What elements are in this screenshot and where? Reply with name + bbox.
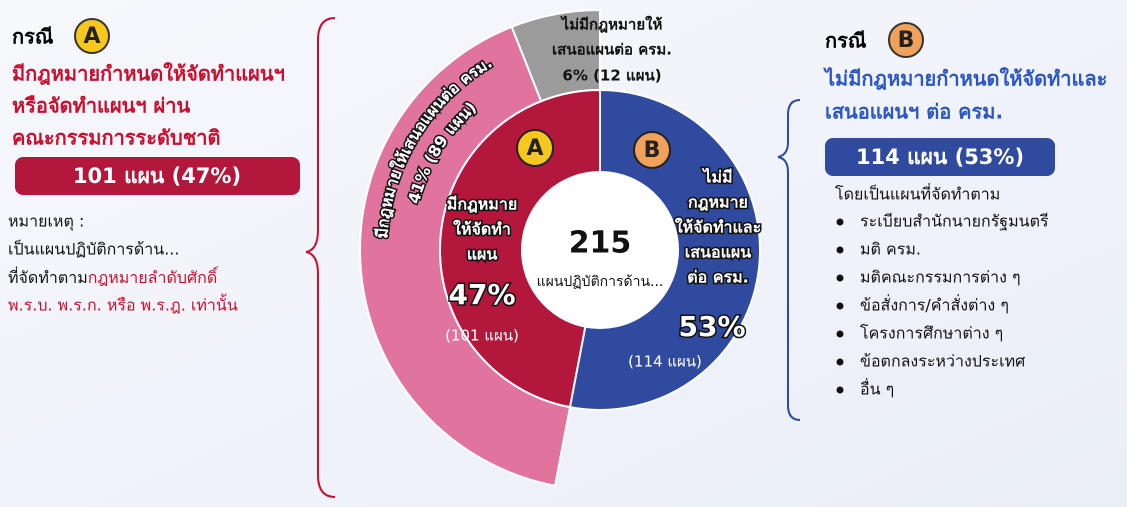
segment-label: ให้จัดทำ (453, 220, 511, 239)
segment-label: กฎหมาย (688, 193, 748, 212)
case-letter: A (83, 24, 100, 49)
segment-label: ไม่มีกฎหมายให้ (560, 15, 663, 34)
list-item: โครงการศึกษาต่าง ๆ (860, 324, 1003, 343)
case-description: ไม่มีกฎหมายกำหนดให้จัดทำและ (823, 67, 1107, 91)
bullet (836, 386, 844, 394)
segment-label: มีกฎหมาย (447, 195, 517, 214)
case-description: เสนอแผนฯ ต่อ ครม. (825, 100, 1003, 124)
segment-label: ไม่มี (701, 168, 732, 187)
list-item: อื่น ๆ (860, 378, 894, 399)
count-label: (101 แผน) (445, 327, 519, 345)
case-letter: B (898, 28, 915, 53)
bracket (305, 17, 336, 498)
case-heading: กรณี (12, 25, 54, 49)
category-badge (516, 129, 554, 167)
list-item: ข้อสั่งการ/คำสั่งต่าง ๆ (860, 294, 1009, 315)
bullet (836, 358, 844, 366)
list-item: มติคณะกรรมการต่าง ๆ (860, 268, 1021, 287)
case-description: มีกฎหมายกำหนดให้จัดทำแผนฯ (12, 62, 285, 86)
badge-text: 101 แผน (47%) (73, 164, 241, 188)
value-label: 47% (448, 278, 515, 311)
segment-label: แผน (467, 245, 498, 264)
badge (15, 157, 300, 195)
segment-label: ให้จัดทำและ (675, 218, 761, 237)
bullet (836, 330, 844, 338)
count-label: (114 แผน) (628, 353, 702, 371)
list-item: มติ ครม. (860, 240, 921, 259)
case-badge-circle (888, 22, 924, 58)
bullet (836, 302, 844, 310)
note-text: ที่จัดทำตาม (8, 266, 88, 287)
badge (825, 138, 1055, 176)
list-item: ระเบียบสำนักนายกรัฐมนตรี (860, 212, 1049, 231)
value-label: 6% (12 แผน) (562, 67, 661, 85)
donut-hole (522, 172, 678, 328)
value-label: 53% (678, 310, 745, 343)
note-title: หมายเหตุ : (8, 212, 84, 232)
list-title: โดยเป็นแผนที่จัดทำตาม (835, 183, 1000, 204)
category-letter: A (526, 136, 543, 161)
case-heading: กรณี (825, 29, 867, 53)
segment-label: ต่อ ครม. (687, 268, 749, 287)
bullet (836, 246, 844, 254)
note-text: กฎหมายลำดับศักดิ์ (88, 266, 219, 287)
case-badge-circle (74, 18, 110, 54)
category-letter: B (644, 138, 661, 163)
bullet (836, 218, 844, 226)
note-line: พ.ร.บ. พ.ร.ก. หรือ พ.ร.ฎ. เท่านั้น (8, 294, 238, 315)
center-value: 215 (569, 226, 632, 261)
list-item: ข้อตกลงระหว่างประเทศ (860, 352, 1025, 371)
note-line: เป็นแผนปฏิบัติการด้าน... (8, 239, 179, 259)
bullet (836, 274, 844, 282)
center-label: แผนปฏิบัติการด้าน... (537, 274, 664, 290)
note-line: ที่จัดทำตามกฎหมายลำดับศักดิ์ (8, 266, 219, 287)
bracket (777, 99, 801, 421)
segment-label: เสนอแผน (685, 243, 751, 262)
segment-label: เสนอแผนต่อ ครม. (552, 41, 672, 59)
case-description: หรือจัดทำแผนฯ ผ่าน (12, 94, 190, 118)
badge-text: 114 แผน (53%) (856, 145, 1024, 169)
category-badge (633, 131, 671, 169)
case-description: คณะกรรมการระดับชาติ (12, 126, 221, 150)
